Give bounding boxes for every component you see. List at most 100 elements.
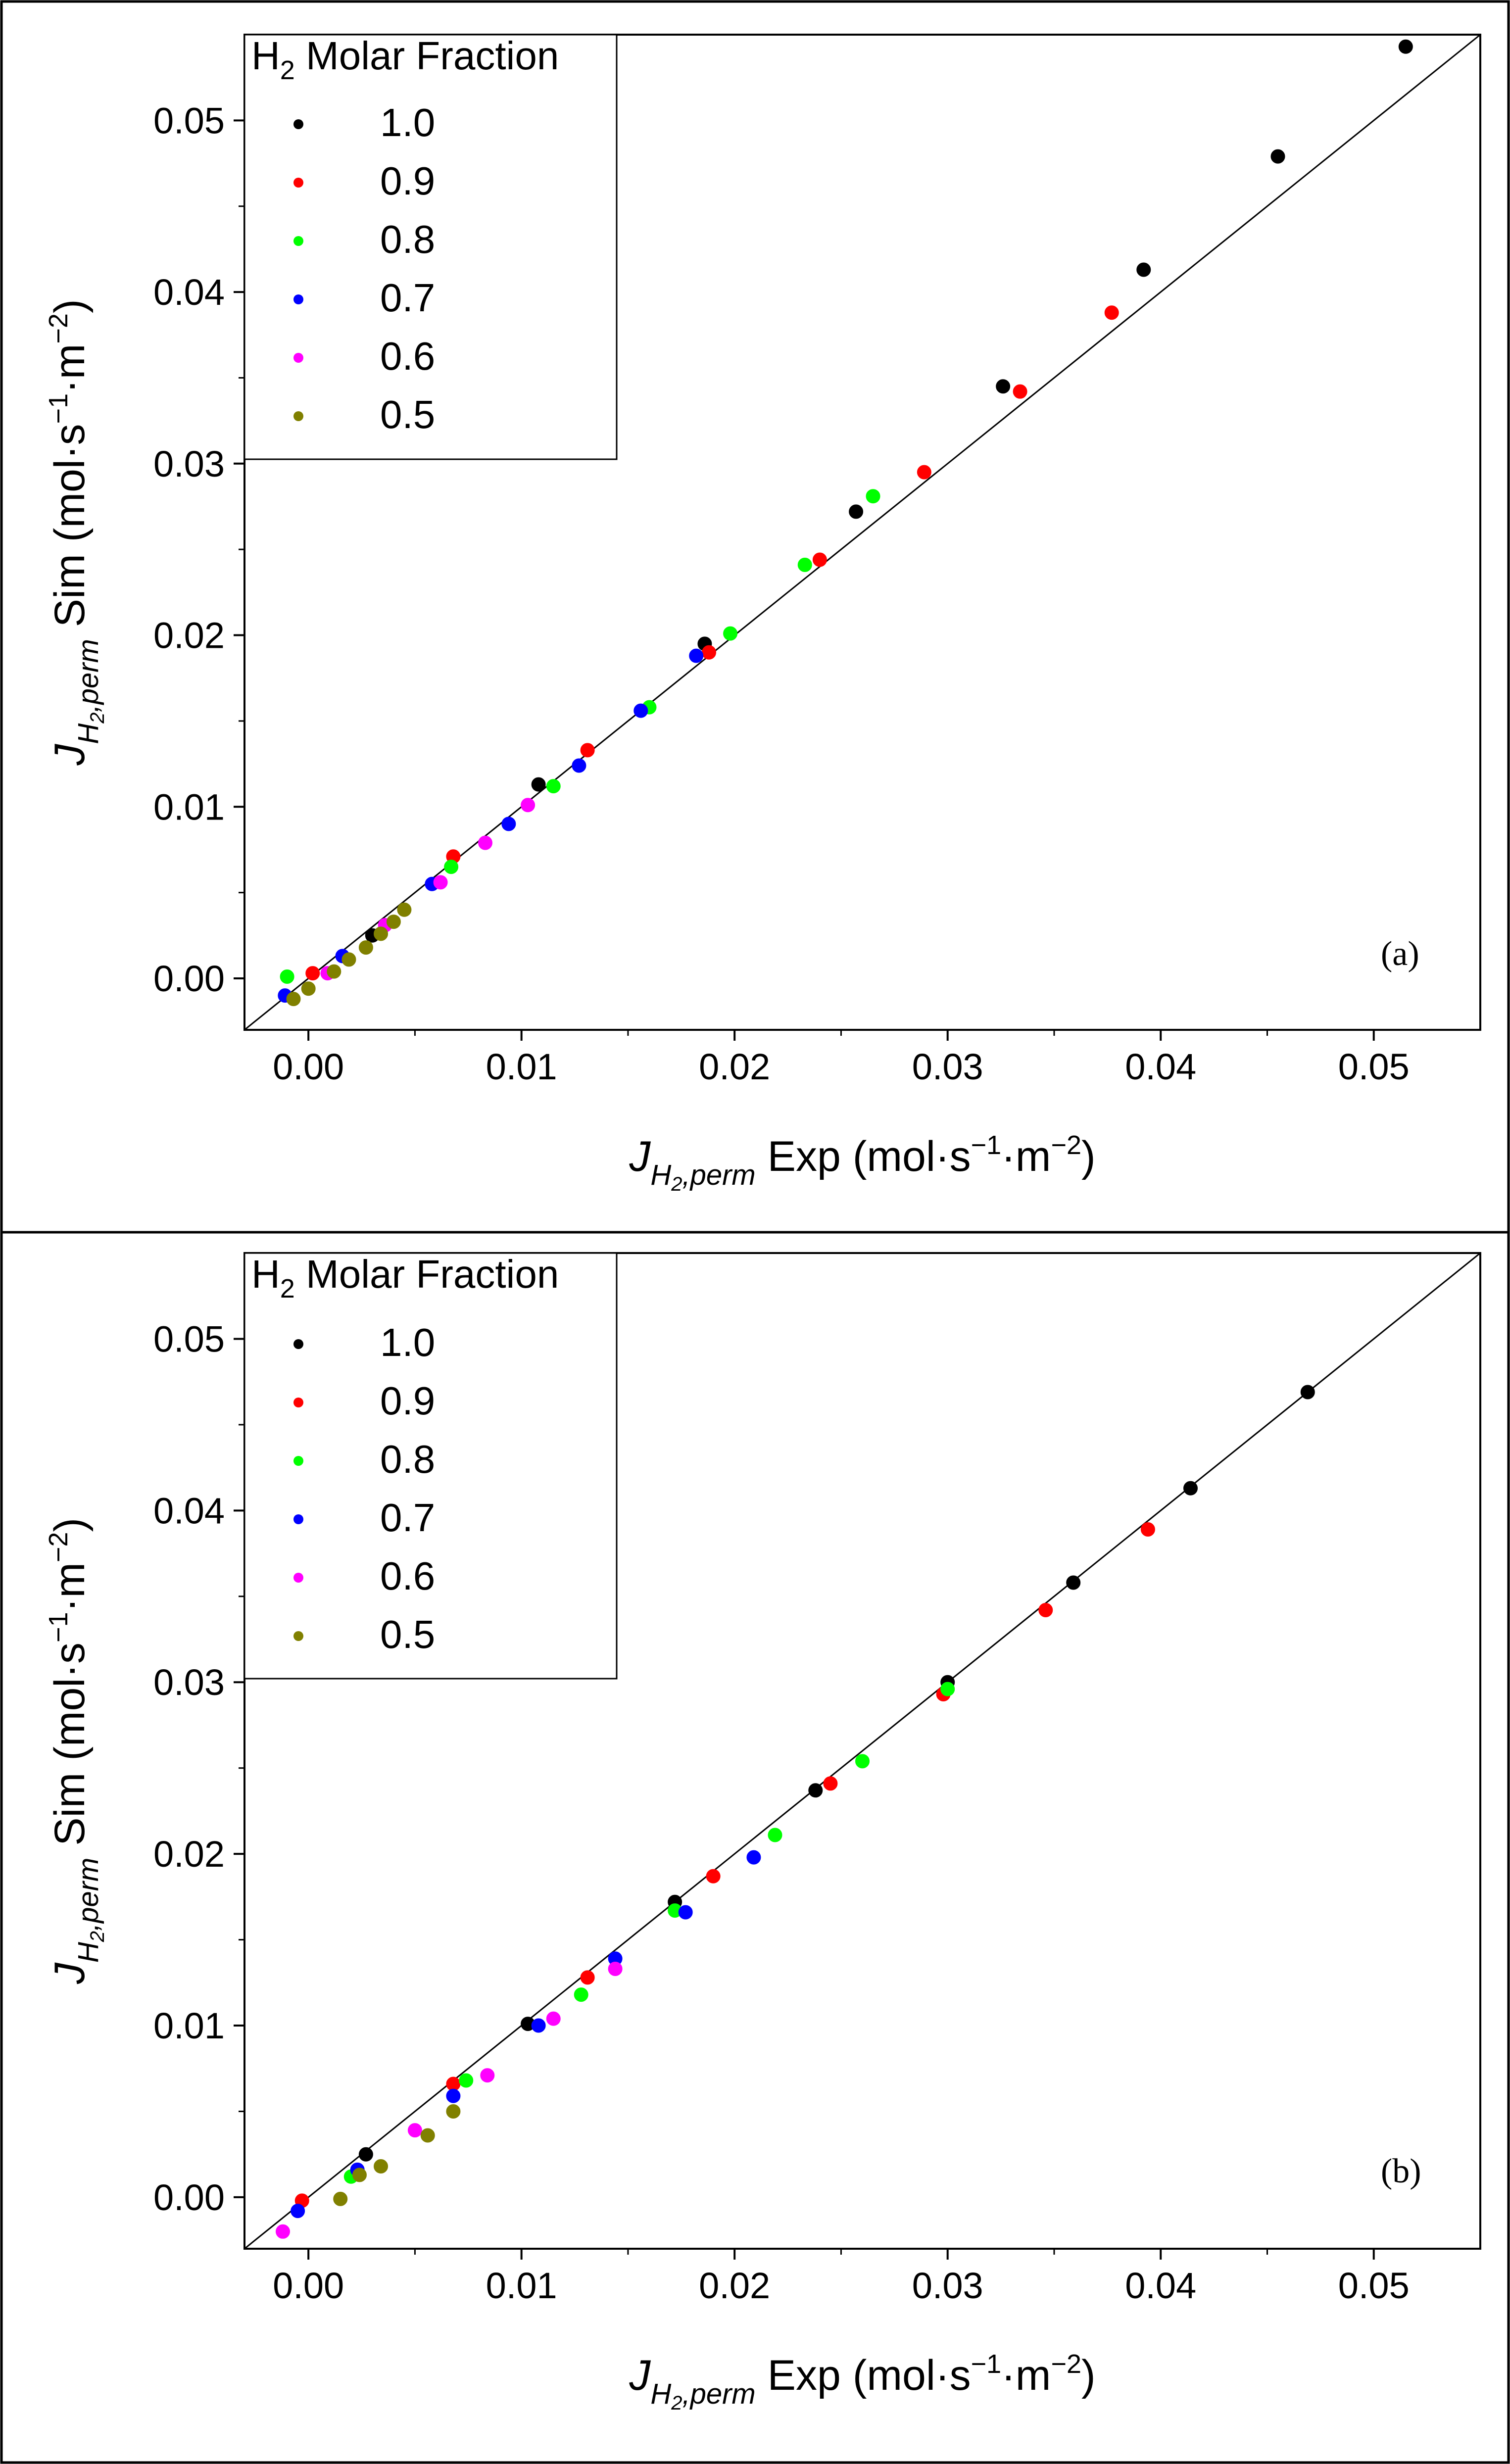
legend-entry-label: 0.8 [380,217,435,261]
legend-marker [293,236,303,246]
data-point [358,940,373,955]
data-point [768,1828,782,1842]
y-tick-label: 0.03 [153,1662,225,1703]
data-point [546,2011,561,2026]
series-0-6 [275,1962,623,2239]
label-sup: −2 [44,313,73,344]
panel-a: 0.00 0.01 0.02 0.03 0.04 0.05 0.00 0.01 0.02 0.03… [44,34,1481,1195]
x-tick-label: 0.03 [912,2265,983,2306]
legend-title-h: H [251,34,280,78]
y-tick-label: 0.00 [153,958,225,999]
y-tick-label: 0.04 [153,272,225,313]
label-sup: −2 [1051,2349,1081,2379]
y-tick-label: 0.04 [153,1490,225,1531]
data-point [1398,39,1413,54]
data-point [459,2073,474,2088]
label-text: ) [1081,2352,1096,2399]
legend-marker [293,294,303,304]
data-point [352,2168,367,2182]
legend-entry-label: 0.6 [380,1554,435,1598]
series-0-8 [280,489,880,984]
label-sub-perm: ,perm [682,2378,755,2410]
data-point [678,1905,693,1920]
legend: H2 Molar Fraction 1.0 0.9 0.8 0.7 0.6 0.5 [244,1252,618,1680]
data-point [746,1850,761,1865]
legend-entry-label: 0.8 [380,1437,435,1481]
plot-frame [244,1252,1481,2250]
data-point [823,1776,838,1791]
data-point [478,835,492,850]
series-0-8 [343,1682,955,2184]
legend-marker [293,1456,303,1466]
label-text: ·m [1001,2352,1051,2399]
data-point [305,966,320,981]
legend-entry-label: 0.5 [380,1612,435,1656]
data-point [333,2191,348,2206]
label-text: ·m [1001,1133,1051,1180]
label-sub-perm: ,perm [72,1858,104,1931]
data-point [1136,262,1151,277]
data-point [1038,1603,1053,1618]
data-point [996,379,1011,394]
label-text: Sim (mol·s [46,1643,94,1858]
data-point [702,645,717,660]
series-0-5 [333,2104,461,2206]
label-text: ) [46,299,94,313]
data-point [1013,384,1027,399]
x-tick-label: 0.05 [1338,2265,1410,2306]
data-point [608,1962,623,1977]
label-sup: −1 [44,393,73,424]
legend-entry-label: 0.7 [380,276,435,320]
x-tick-label: 0.03 [912,1046,983,1087]
label-sup: −1 [971,1130,1002,1160]
y-axis-label: JH2,perm Sim (mol·s−1·m−2) [44,299,108,766]
data-point [1270,149,1285,164]
label-sub-2: 2 [671,1173,682,1195]
series-0-5 [286,902,412,1007]
legend: H2 Molar Fraction 1.0 0.9 0.8 0.7 0.6 0.5 [244,34,618,460]
data-point [580,1970,595,1985]
data-point [407,2123,422,2138]
data-point [301,981,316,996]
y-axis-label: JH2,perm Sim (mol·s−1·m−2) [44,1518,108,1984]
legend-entry-label: 1.0 [380,100,435,145]
data-point [546,779,561,794]
data-point [940,1682,955,1696]
y-tick-label: 0.02 [153,615,225,656]
data-point [374,926,389,941]
data-point [280,969,294,984]
label-text: ·m [46,344,94,393]
x-tick-label: 0.00 [273,1046,344,1087]
panel-label: (b) [1381,2152,1421,2190]
x-tick-label: 0.05 [1338,1046,1410,1087]
data-point [531,2018,546,2033]
data-point [808,1783,823,1798]
data-point [420,2128,435,2143]
label-j: J [46,1962,94,1984]
x-axis-label: JH2,perm Exp (mol·s−1·m−2) [629,2349,1095,2414]
data-point [1300,1385,1315,1400]
data-point [917,465,931,480]
label-sub-h: H [72,724,104,744]
x-tick-label: 0.00 [273,2265,344,2306]
data-point [572,758,586,773]
data-point [341,952,356,967]
label-text: Exp (mol·s [756,1133,971,1180]
data-point [706,1869,721,1884]
data-point [275,2224,290,2239]
data-point [446,2104,461,2119]
x-tick-label: 0.01 [486,2265,557,2306]
data-point [1140,1522,1155,1537]
legend-title-sub: 2 [280,55,295,85]
legend-marker [293,1631,303,1641]
label-j: J [629,2352,651,2399]
data-point [633,703,648,718]
data-point [446,2088,461,2103]
series-1-0 [365,39,1413,943]
legend-marker [293,1573,303,1583]
data-point [866,489,880,504]
x-tick-label: 0.02 [699,2265,770,2306]
legend-box [244,1252,618,1680]
label-text: ·m [46,1562,94,1612]
